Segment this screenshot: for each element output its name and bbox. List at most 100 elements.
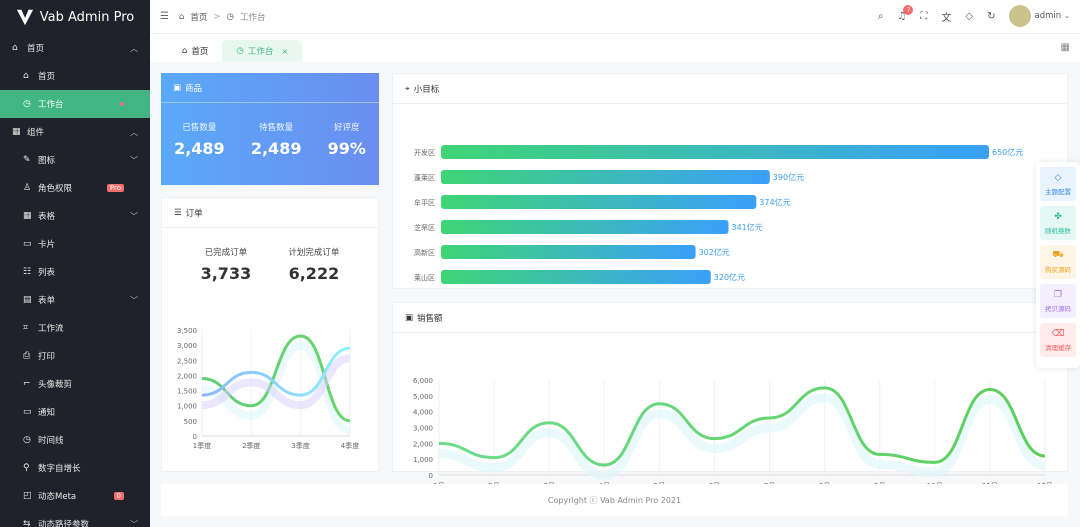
collapse-menu-icon[interactable]: ☰ [160, 11, 169, 22]
sidebar-item-label: 工作台 [38, 100, 64, 110]
chevron-up-icon: ︿ [130, 43, 138, 53]
grid-menu-icon[interactable]: ▦ [1060, 42, 1070, 53]
sidebar-item-label: 首页 [38, 72, 56, 82]
panel-label: 清理缓存 [1045, 343, 1071, 352]
y-tick-label: 5,000 [413, 393, 433, 401]
random-skin-icon: ✤ [1054, 211, 1062, 222]
list-icon: ☰ [174, 207, 182, 218]
buy-source-button[interactable]: ⛟ 购买源码 [1040, 245, 1076, 279]
category-label: 莱山区 [414, 273, 435, 282]
translate-icon[interactable]: 文 [941, 12, 952, 24]
sidebar-item[interactable]: ▭ 通知 [0, 398, 150, 426]
logo[interactable]: Vab Admin Pro [0, 0, 150, 34]
notification-bell-icon[interactable]: ♫ 7 [897, 4, 914, 22]
sidebar-item[interactable]: ▭ 卡片 [0, 230, 150, 258]
breadcrumb-separator: > [213, 11, 221, 22]
tab-home[interactable]: ⌂ 首页 [168, 40, 222, 62]
breadcrumb-item[interactable]: 首页 [190, 12, 208, 23]
home-icon: ⌂ [23, 71, 29, 81]
chevron-down-icon: ﹀ [130, 211, 138, 221]
sidebar-item[interactable]: ▦ 组件 ︿ [0, 118, 150, 146]
stat-planned: 计划完成订单 6,222 [288, 246, 339, 283]
component-icon: ▦ [12, 127, 21, 137]
chart-icon: ▣ [405, 312, 414, 323]
stat-label: 好评度 [334, 123, 360, 133]
chevron-down-icon: ⌄ [1064, 12, 1070, 20]
stat-label: 已售数量 [182, 123, 217, 133]
sidebar-item-label: 表单 [38, 296, 56, 306]
sidebar-item[interactable]: ⌗ 工作流 [0, 314, 150, 342]
bar [441, 220, 729, 234]
close-icon[interactable]: × [281, 46, 289, 56]
fullscreen-icon[interactable]: ⛶ [920, 10, 928, 22]
home-icon: ⌂ [12, 43, 18, 53]
chevron-down-icon: ﹀ [130, 155, 138, 165]
sidebar-item[interactable]: ◷ 时间线 [0, 426, 150, 454]
clock-icon: ◷ [226, 11, 234, 22]
stat-label: 计划完成订单 [288, 248, 340, 258]
category-label: 开发区 [414, 148, 435, 157]
y-tick-label: 6,000 [413, 377, 433, 385]
sidebar-item[interactable]: ◷ 工作台 [0, 90, 150, 118]
tab-label: 工作台 [247, 47, 274, 57]
card-title: 商品 [185, 83, 203, 94]
theme-config-button[interactable]: ◇ 主题配置 [1040, 167, 1076, 201]
y-tick-label: 2,000 [413, 440, 433, 448]
menu-badge: Pro [106, 184, 124, 192]
copyright: Copyright ⓒ Vab Admin Pro 2021 [547, 495, 682, 505]
tab-workbench[interactable]: ◷ 工作台 × [222, 40, 303, 62]
category-label: 芝罘区 [414, 223, 435, 232]
search-icon[interactable]: ⌕ [877, 10, 884, 22]
flow-icon: ⌗ [23, 323, 29, 333]
meta-icon: ◰ [23, 491, 32, 501]
bar [441, 195, 757, 209]
card-icon: ▭ [23, 239, 32, 249]
clear-cache-button[interactable]: ⌫ 清理缓存 [1040, 323, 1076, 357]
sidebar-item[interactable]: ☷ 列表 [0, 258, 150, 286]
random-skin-button[interactable]: ✤ 随机换肤 [1040, 206, 1076, 240]
sidebar-item[interactable]: ⇆ 动态路径参数 ﹀ [0, 510, 150, 527]
y-tick-label: 1,000 [177, 403, 197, 411]
sidebar-item[interactable]: ⌂ 首页 ︿ [0, 34, 150, 62]
refresh-icon[interactable]: ↻ [987, 10, 996, 22]
sidebar-item[interactable]: ◰ 动态Meta 0 [0, 482, 150, 510]
sidebar-item-label: 角色权限 [38, 184, 73, 194]
y-tick-label: 1,000 [413, 456, 433, 464]
user-menu[interactable]: admin ⌄ [1009, 5, 1070, 27]
goods-card: ▣ 商品 已售数量 2,489 待售数量 2,489 好评度 99% [161, 73, 379, 185]
y-tick-label: 0 [193, 433, 197, 441]
card-title: 小目标 [413, 84, 440, 95]
crop-icon: ⌐ [23, 379, 31, 389]
sidebar-item[interactable]: ⎙ 打印 [0, 342, 150, 370]
bar-label: 390亿元 [773, 172, 804, 182]
sidebar-item[interactable]: ♙ 角色权限 Pro [0, 174, 150, 202]
sidebar-item-label: 数字自增长 [38, 464, 81, 474]
bar-label: 374亿元 [759, 197, 790, 207]
sales-card: ▣销售额 01,0002,0003,0004,0005,0006,0001月2月… [392, 302, 1068, 490]
notification-count: 7 [903, 4, 914, 15]
category-label: 牟平区 [414, 198, 435, 207]
panel-label: 购买源码 [1045, 266, 1071, 274]
stat-sold: 已售数量 2,489 [174, 121, 225, 158]
y-tick-label: 500 [184, 418, 197, 426]
category-label: 高新区 [414, 248, 435, 257]
card-title: 订单 [185, 208, 203, 219]
sidebar-item[interactable]: ⌐ 头像裁剪 [0, 370, 150, 398]
series-shadow [201, 342, 352, 435]
target-icon: ⌖ [405, 83, 410, 94]
clear-cache-icon: ⌫ [1051, 328, 1065, 339]
bar-label: 650亿元 [992, 147, 1023, 157]
sidebar-item[interactable]: ⚲ 数字自增长 [0, 454, 150, 482]
footer: Copyright ⓒ Vab Admin Pro 2021 [161, 484, 1068, 516]
sidebar-item[interactable]: ▤ 表单 ﹀ [0, 286, 150, 314]
notice-icon: ▭ [23, 407, 32, 417]
copy-source-button[interactable]: ❐ 拷贝源码 [1040, 284, 1076, 318]
sidebar-item[interactable]: ▦ 表格 ﹀ [0, 202, 150, 230]
form-icon: ▤ [23, 295, 32, 305]
sidebar-item[interactable]: ⌂ 首页 [0, 62, 150, 90]
theme-icon[interactable]: ◇ [965, 10, 974, 22]
route-icon: ⇆ [23, 519, 31, 527]
printer-icon: ⎙ [23, 351, 31, 361]
sidebar-item[interactable]: ✎ 图标 ﹀ [0, 146, 150, 174]
